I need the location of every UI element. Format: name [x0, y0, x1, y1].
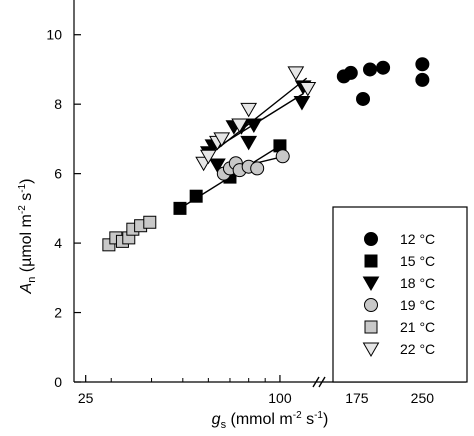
- data-point: [240, 135, 258, 151]
- legend-label: 21 °C: [400, 319, 435, 335]
- legend-marker: [362, 276, 380, 292]
- data-point: [213, 132, 231, 147]
- y-axis-title: An (µmol m-2 s-1): [17, 179, 38, 295]
- axis-break-mark: [312, 376, 320, 388]
- data-point: [415, 57, 430, 72]
- data-point: [231, 118, 248, 134]
- y-tick-label: 10: [46, 27, 62, 43]
- data-point: [245, 118, 263, 134]
- x-tick-label: 100: [268, 390, 292, 406]
- y-tick-label: 2: [54, 305, 62, 321]
- data-point: [199, 149, 217, 165]
- data-point: [287, 66, 305, 81]
- data-point: [343, 65, 358, 80]
- x-tick-label: 250: [411, 390, 435, 406]
- legend-label: 12 °C: [400, 231, 435, 247]
- legend-marker: [364, 298, 378, 312]
- x-tick-label: 175: [345, 390, 369, 406]
- data-point: [293, 95, 311, 111]
- y-tick-label: 4: [54, 235, 62, 251]
- axis-break-mark: [318, 376, 326, 388]
- x-axis-title: gs (mmol m-2 s-1): [212, 410, 329, 431]
- y-tick-label: 6: [54, 166, 62, 182]
- data-point: [143, 215, 157, 229]
- legend-marker: [364, 232, 378, 246]
- legend-label: 18 °C: [400, 275, 435, 291]
- data-point: [275, 149, 290, 164]
- y-tick-label: 8: [54, 96, 62, 112]
- data-points: [102, 57, 430, 252]
- legend-marker: [362, 342, 380, 358]
- legend-box: [332, 206, 468, 383]
- x-tick-label: 25: [78, 390, 94, 406]
- y-tick-label: 0: [54, 374, 62, 390]
- data-point: [250, 161, 265, 176]
- data-point: [299, 82, 317, 97]
- data-point: [356, 91, 371, 106]
- legend: 12 °C 15 °C 18 °C 19 °C 21 °C 22 °C: [332, 206, 468, 383]
- legend-label: 19 °C: [400, 297, 435, 313]
- data-point: [189, 189, 203, 203]
- legend-label: 15 °C: [400, 253, 435, 269]
- data-point: [363, 62, 377, 77]
- data-point: [209, 158, 226, 173]
- axis-break: [312, 376, 326, 388]
- data-point: [376, 60, 391, 75]
- data-point: [173, 201, 187, 215]
- legend-marker: [364, 320, 378, 334]
- data-point: [240, 102, 258, 118]
- data-point: [415, 72, 430, 87]
- legend-label: 22 °C: [400, 341, 435, 357]
- legend-marker: [364, 254, 378, 268]
